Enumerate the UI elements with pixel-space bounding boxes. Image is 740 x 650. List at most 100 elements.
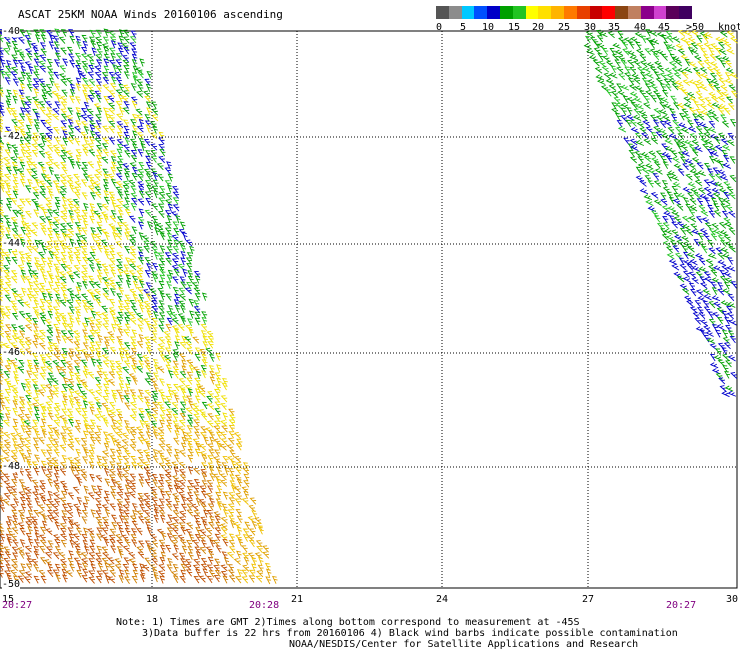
wind-barb: [110, 156, 117, 165]
wind-barb: [698, 121, 708, 128]
wind-barb: [187, 275, 194, 284]
wind-barb: [200, 426, 207, 434]
wind-barb: [94, 132, 101, 140]
wind-barb: [12, 407, 18, 416]
legend-swatch: [640, 6, 655, 19]
legend-label-25: 25: [558, 22, 571, 33]
wind-barb: [138, 479, 145, 488]
wind-barb: [103, 190, 110, 199]
wind-barb: [201, 472, 207, 481]
wind-barb: [136, 528, 143, 536]
wind-barb: [82, 78, 89, 86]
wind-barb: [625, 119, 632, 128]
wind-barb: [100, 239, 108, 247]
wind-barb: [21, 287, 27, 296]
wind-barb: [17, 522, 25, 530]
wind-barb: [103, 46, 109, 55]
wind-barb: [722, 288, 731, 295]
legend-label-35: 35: [608, 22, 621, 33]
wind-barb: [689, 198, 697, 206]
wind-barb: [46, 186, 53, 194]
wind-barb: [25, 257, 32, 265]
wind-barb: [164, 199, 173, 207]
wind-barb: [65, 150, 73, 158]
wind-barb: [686, 91, 696, 99]
wind-barb: [164, 221, 172, 229]
wind-barb: [40, 119, 47, 128]
wind-barb: [31, 521, 38, 529]
wind-barb: [72, 533, 80, 541]
wind-barb: [96, 107, 103, 116]
wind-barb: [73, 209, 81, 217]
wind-barb: [124, 197, 130, 206]
wind-barb: [80, 108, 88, 116]
wind-barb: [237, 568, 243, 578]
wind-barb: [139, 504, 145, 512]
wind-barb: [115, 281, 122, 290]
wind-barb: [67, 527, 74, 536]
wind-barb: [216, 502, 223, 511]
wind-barb: [143, 245, 150, 253]
wind-barb: [124, 257, 131, 266]
wind-barb: [83, 137, 89, 146]
wind-barb: [182, 431, 188, 440]
wind-barb: [226, 444, 234, 452]
wind-barb: [129, 42, 136, 50]
wind-barb: [212, 539, 220, 547]
wind-barb: [655, 131, 663, 139]
wind-barb: [207, 455, 214, 463]
wind-barb: [17, 509, 25, 517]
wind-barb: [716, 324, 725, 331]
wind-barb: [648, 41, 656, 49]
wind-barb: [206, 480, 213, 488]
wind-barb: [33, 334, 39, 343]
wind-barb: [698, 204, 706, 212]
wind-barb: [142, 354, 150, 362]
wind-barb: [47, 431, 54, 440]
wind-barb: [0, 222, 5, 231]
wind-barb: [6, 359, 13, 368]
wind-barb: [45, 90, 53, 98]
wind-barb: [200, 503, 207, 511]
wind-barb: [26, 474, 33, 482]
wind-barb: [54, 299, 61, 308]
wind-barb: [88, 136, 95, 145]
wind-barb: [115, 227, 123, 235]
wind-barb: [6, 198, 13, 206]
wind-barb: [139, 574, 146, 583]
wind-barb: [165, 521, 173, 529]
wind-barb: [180, 503, 187, 512]
wind-barb: [11, 257, 18, 265]
wind-barb: [710, 281, 717, 290]
wind-barb: [170, 539, 178, 547]
wind-barb: [729, 119, 737, 127]
wind-barb: [75, 256, 82, 265]
wind-barb: [684, 158, 694, 165]
wind-barb: [680, 127, 690, 134]
wind-barb: [81, 414, 88, 422]
wind-barb: [103, 496, 110, 505]
wind-barb: [151, 108, 159, 116]
wind-barb: [667, 170, 677, 177]
wind-barb: [94, 125, 102, 133]
wind-barb: [74, 425, 81, 433]
wind-barb: [94, 137, 102, 145]
wind-barb: [212, 473, 220, 481]
wind-barb: [137, 497, 144, 506]
wind-barb: [77, 562, 83, 572]
wind-barb: [82, 568, 89, 577]
wind-barb: [34, 497, 40, 506]
wind-barb: [166, 564, 173, 572]
map-frame: [0, 30, 738, 589]
wind-barb: [38, 60, 46, 68]
wind-barb: [129, 162, 137, 170]
wind-barb: [96, 149, 103, 158]
wind-barb: [726, 265, 736, 272]
wind-barb: [89, 329, 96, 338]
wind-barb: [172, 186, 179, 194]
wind-barb: [48, 166, 54, 176]
wind-barb: [118, 527, 124, 536]
wind-barb: [726, 186, 734, 194]
wind-barb: [19, 107, 26, 116]
